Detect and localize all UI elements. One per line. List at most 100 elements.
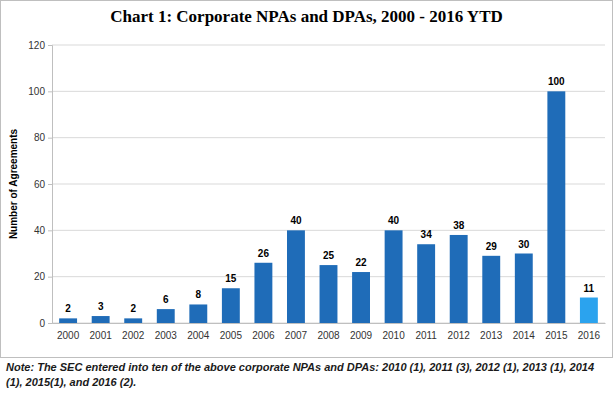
data-label: 11 xyxy=(584,283,595,294)
y-tick: 20 xyxy=(34,271,52,282)
bar xyxy=(450,235,468,323)
x-tick: 2010 xyxy=(382,323,405,341)
chart-frame xyxy=(1,1,613,358)
x-tick: 2006 xyxy=(252,323,275,341)
x-tick-label: 2000 xyxy=(57,330,80,341)
bar xyxy=(222,288,240,323)
x-tick-label: 2005 xyxy=(220,330,243,341)
data-label: 6 xyxy=(163,294,169,305)
y-tick-mark xyxy=(48,230,52,231)
plot: 0204060801001202000200120022003200420052… xyxy=(28,40,605,341)
x-tick: 2004 xyxy=(187,323,210,341)
x-tick: 2007 xyxy=(285,323,308,341)
x-tick: 2000 xyxy=(57,323,80,341)
y-tick-label: 0 xyxy=(39,318,45,329)
y-tick: 40 xyxy=(34,225,52,236)
x-tick-label: 2013 xyxy=(480,330,503,341)
x-tick: 2008 xyxy=(317,323,340,341)
grid-line xyxy=(52,184,605,185)
data-label: 30 xyxy=(518,239,530,250)
x-tick-label: 2003 xyxy=(155,330,178,341)
y-axis-line xyxy=(48,46,53,324)
data-labels: 232681526402522403438293010011 xyxy=(65,76,594,314)
x-tick-label: 2008 xyxy=(317,330,340,341)
data-label: 2 xyxy=(130,303,136,314)
x-axis: 2000 2001 2002 2003 2004 2005 2006 2007 2008 2009… xyxy=(53,323,606,341)
grid-line xyxy=(52,137,605,138)
x-tick-label: 2004 xyxy=(187,330,210,341)
x-tick-label: 2012 xyxy=(448,330,471,341)
x-tick-label: 2014 xyxy=(513,330,536,341)
bar xyxy=(254,263,272,323)
bar xyxy=(482,256,500,323)
data-label: 25 xyxy=(323,250,335,261)
data-label: 3 xyxy=(98,301,104,312)
data-label: 40 xyxy=(388,215,400,226)
chart-title: Chart 1: Corporate NPAs and DPAs, 2000 -… xyxy=(110,7,503,26)
data-label: 29 xyxy=(486,241,498,252)
x-tick: 2005 xyxy=(220,323,243,341)
x-tick: 2014 xyxy=(513,323,536,341)
x-tick-label: 2007 xyxy=(285,330,308,341)
y-tick-mark xyxy=(48,277,52,278)
x-tick-label: 2010 xyxy=(382,330,405,341)
data-label: 2 xyxy=(65,303,71,314)
chart: Chart 1: Corporate NPAs and DPAs, 2000 -… xyxy=(0,0,613,358)
data-label: 22 xyxy=(355,257,367,268)
data-label: 100 xyxy=(548,76,565,87)
x-tick: 2002 xyxy=(122,323,145,341)
bar xyxy=(92,316,110,323)
y-tick: 120 xyxy=(28,40,52,51)
x-tick: 2013 xyxy=(480,323,503,341)
x-tick-label: 2001 xyxy=(90,330,113,341)
grid-line xyxy=(52,45,605,46)
data-label: 40 xyxy=(290,215,302,226)
data-label: 26 xyxy=(258,248,270,259)
bar xyxy=(580,298,598,323)
x-tick: 2011 xyxy=(415,323,437,341)
note: Note: The SEC entered into ten of the ab… xyxy=(6,360,596,390)
bars xyxy=(59,91,598,323)
y-tick: 100 xyxy=(28,86,52,97)
x-tick-label: 2016 xyxy=(578,330,601,341)
grid xyxy=(52,45,605,323)
x-tick: 2016 xyxy=(578,323,601,341)
data-label: 8 xyxy=(196,289,202,300)
x-tick: 2009 xyxy=(350,323,373,341)
y-tick-label: 60 xyxy=(34,179,46,190)
x-axis-line xyxy=(53,323,606,324)
x-tick: 2001 xyxy=(90,323,113,341)
bar xyxy=(385,230,403,323)
y-tick-mark xyxy=(48,184,52,185)
x-tick-label: 2015 xyxy=(545,330,568,341)
y-tick-label: 120 xyxy=(28,40,45,51)
x-tick-label: 2011 xyxy=(415,330,437,341)
data-label: 38 xyxy=(453,220,465,231)
y-tick-label: 100 xyxy=(28,86,45,97)
x-tick: 2012 xyxy=(448,323,471,341)
bar xyxy=(59,318,77,323)
y-axis: 0 20 40 60 80 100 120 xyxy=(28,40,52,329)
y-tick: 60 xyxy=(34,179,52,190)
x-tick-label: 2002 xyxy=(122,330,145,341)
y-tick: 0 xyxy=(39,318,52,329)
x-tick: 2015 xyxy=(545,323,568,341)
x-tick-label: 2009 xyxy=(350,330,373,341)
bar xyxy=(352,272,370,323)
grid-line xyxy=(52,230,605,231)
data-label: 15 xyxy=(225,273,237,284)
bar xyxy=(417,244,435,323)
y-tick-mark xyxy=(48,138,52,139)
y-tick-mark xyxy=(48,45,52,46)
y-tick-label: 80 xyxy=(34,132,46,143)
bar xyxy=(547,91,565,323)
bar xyxy=(157,309,175,323)
y-tick-mark xyxy=(48,91,52,92)
bar xyxy=(320,265,338,323)
bar xyxy=(287,230,305,323)
bar xyxy=(189,304,207,323)
y-tick-label: 40 xyxy=(34,225,46,236)
x-tick-label: 2006 xyxy=(252,330,275,341)
bar xyxy=(515,254,533,324)
data-label: 34 xyxy=(421,229,433,240)
